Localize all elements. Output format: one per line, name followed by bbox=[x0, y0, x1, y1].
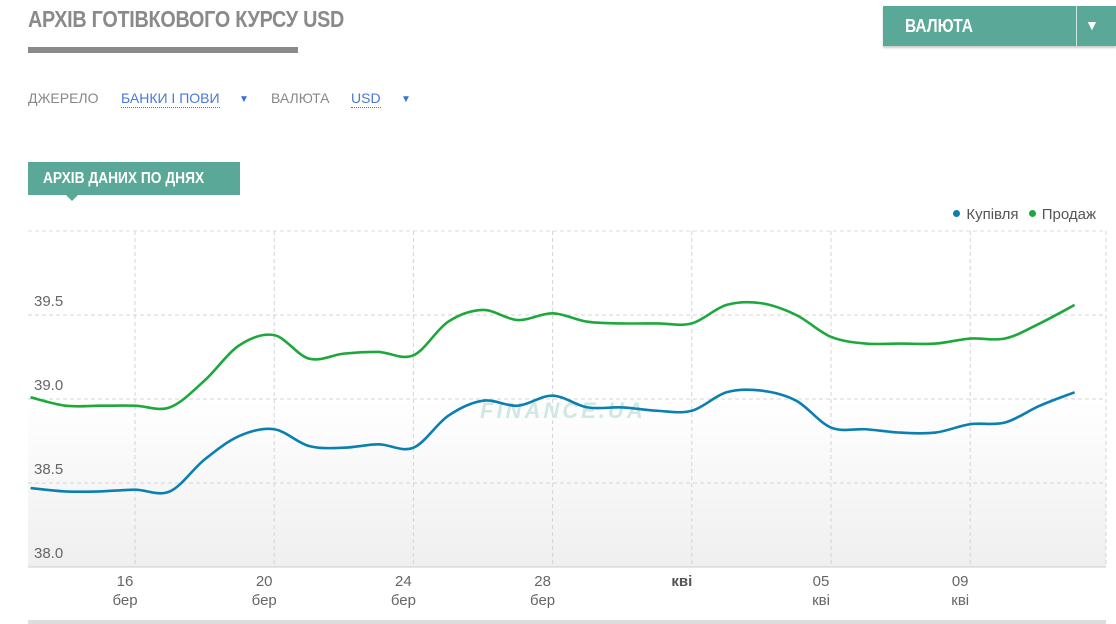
y-tick-label: 38.5 bbox=[34, 461, 63, 478]
page-title: АРХІВ ГОТІВКОВОГО КУРСУ USD bbox=[28, 6, 345, 32]
legend-buy[interactable]: Купівля bbox=[953, 206, 1019, 223]
legend-sell[interactable]: Продаж bbox=[1028, 206, 1096, 223]
divider bbox=[1076, 6, 1077, 46]
x-tick-label: 05 bbox=[813, 573, 830, 590]
dot-icon bbox=[953, 210, 961, 217]
series-line-sell bbox=[30, 300, 1076, 411]
currency-button-label: ВАЛЮТА bbox=[905, 16, 973, 36]
source-select[interactable]: БАНКИ І ПОВИ bbox=[121, 90, 220, 108]
x-tick-label: 09 bbox=[952, 573, 969, 590]
x-tick-sublabel: бер bbox=[112, 592, 137, 609]
currency-select[interactable]: USD bbox=[351, 90, 381, 108]
x-tick-sublabel: бер bbox=[252, 592, 277, 609]
section-tag-label: АРХІВ ДАНИХ ПО ДНЯХ bbox=[43, 170, 205, 187]
x-tick-label: 28 bbox=[534, 573, 551, 590]
x-tick-label: 20 bbox=[256, 573, 273, 590]
section-tag: АРХІВ ДАНИХ ПО ДНЯХ bbox=[28, 162, 240, 201]
x-tick-sublabel: бер bbox=[530, 592, 555, 609]
currency-label: ВАЛЮТА bbox=[271, 90, 330, 106]
y-tick-label: 38.0 bbox=[34, 545, 63, 562]
y-tick-label: 39.0 bbox=[34, 377, 63, 394]
currency-dropdown-button[interactable]: ВАЛЮТА ▼ bbox=[883, 6, 1116, 46]
source-label: ДЖЕРЕЛО bbox=[28, 90, 99, 106]
legend: Купівля Продаж bbox=[947, 206, 1096, 223]
watermark-logo: FINANCE.UA bbox=[480, 398, 646, 423]
chevron-down-icon[interactable]: ▼ bbox=[239, 94, 249, 105]
x-tick-sublabel: бер bbox=[391, 592, 416, 609]
chevron-down-icon[interactable]: ▼ bbox=[401, 94, 411, 105]
chevron-down-icon: ▼ bbox=[1085, 17, 1099, 33]
y-tick-label: 39.5 bbox=[34, 293, 63, 310]
legend-label: Купівля bbox=[966, 206, 1019, 223]
dot-icon bbox=[1028, 210, 1036, 217]
title-underline bbox=[28, 47, 298, 53]
series-line-buy bbox=[30, 388, 1076, 495]
x-tick-sublabel: кві bbox=[812, 592, 830, 609]
legend-label: Продаж bbox=[1041, 206, 1096, 223]
x-tick-sublabel: кві bbox=[951, 592, 969, 609]
bottom-bar bbox=[28, 620, 1106, 624]
x-tick-label: 24 bbox=[395, 573, 412, 590]
x-tick-label: кві bbox=[671, 573, 692, 590]
x-tick-label: 16 bbox=[117, 573, 134, 590]
